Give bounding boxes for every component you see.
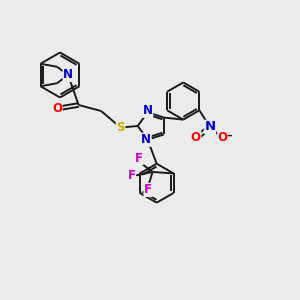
Text: N: N	[204, 120, 215, 133]
Text: O: O	[218, 131, 228, 144]
Text: O: O	[191, 131, 201, 144]
Text: –: –	[226, 131, 232, 141]
Text: N: N	[141, 133, 151, 146]
Text: N: N	[63, 68, 73, 82]
Text: S: S	[116, 121, 125, 134]
Text: O: O	[52, 101, 62, 115]
Text: F: F	[135, 152, 143, 165]
Text: N: N	[143, 104, 153, 117]
Text: F: F	[144, 183, 152, 196]
Text: F: F	[128, 169, 136, 182]
